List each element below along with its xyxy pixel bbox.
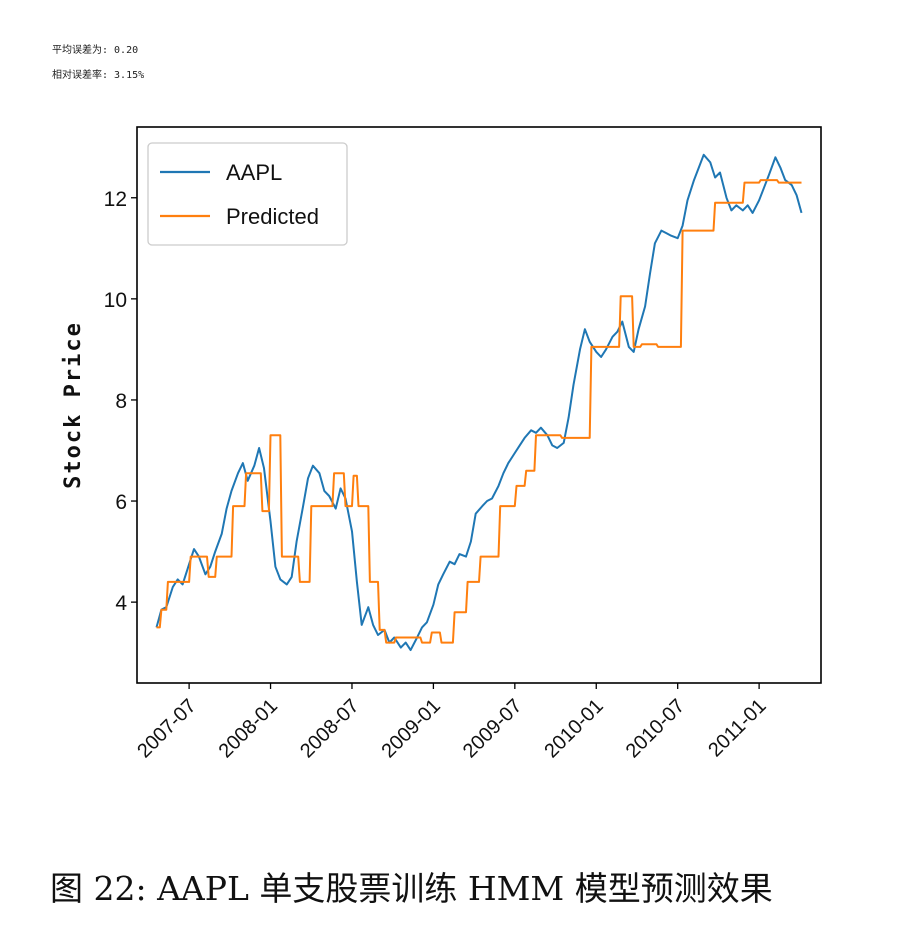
legend-label: Predicted	[226, 204, 319, 229]
x-tick-label: 2009-07	[459, 695, 526, 762]
x-tick-label: 2009-01	[377, 695, 444, 762]
error-stats: 平均误差为: 0.20 相对误差率: 3.15%	[52, 38, 144, 88]
legend-label: AAPL	[226, 160, 282, 185]
series-line-predicted	[156, 179, 802, 644]
legend-box	[147, 142, 348, 246]
y-tick-label: 8	[115, 390, 127, 413]
x-tick-label: 2008-07	[296, 695, 363, 762]
y-tick-label: 4	[115, 592, 127, 615]
x-tick-label: 2011-01	[704, 695, 770, 761]
y-axis-label: Stock Price	[61, 321, 86, 489]
figure-caption: 图 22: AAPL 单支股票训练 HMM 模型预测效果	[50, 869, 773, 908]
y-tick-label: 6	[115, 491, 127, 514]
x-tick-label: 2008-01	[215, 695, 282, 762]
y-tick-label: 12	[104, 188, 127, 211]
series-line-aapl	[155, 153, 803, 652]
x-tick-label: 2010-07	[622, 695, 689, 762]
x-tick-label: 2010-01	[540, 695, 607, 762]
relative-error-text: 相对误差率: 3.15%	[52, 70, 145, 81]
x-tick-label: 2007-07	[133, 695, 200, 762]
mean-error-text: 平均误差为: 0.20	[52, 45, 139, 56]
plot-frame	[136, 126, 822, 684]
y-tick-label: 10	[104, 289, 127, 312]
price-chart: 4 6 8 10 12 2007-07 2008-01 2008-07 2009-01 2009-…	[61, 126, 822, 762]
